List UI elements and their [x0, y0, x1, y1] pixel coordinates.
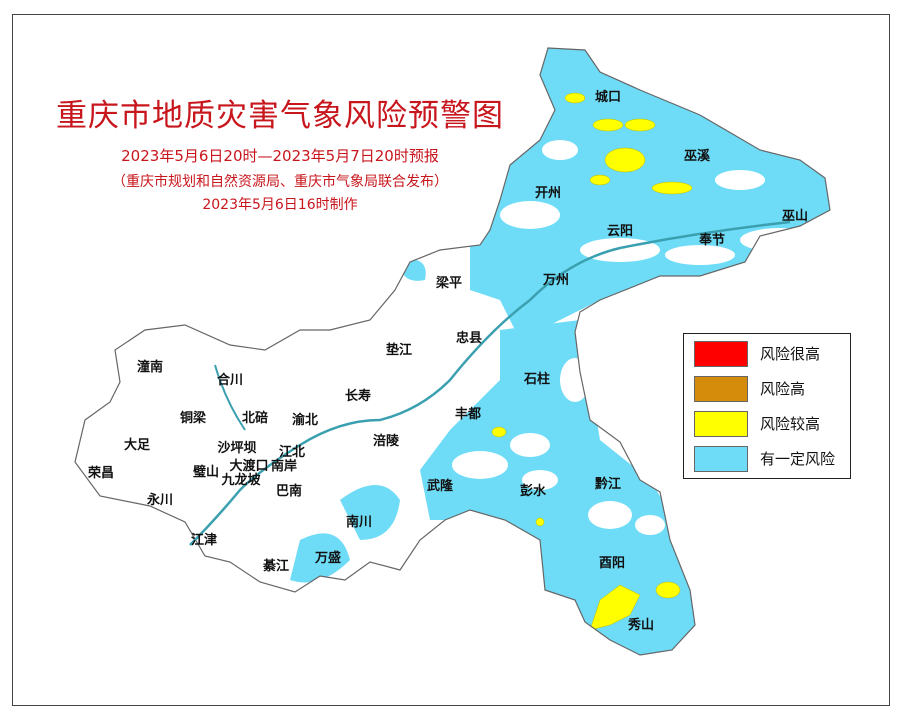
district-label: 北碚 — [242, 410, 268, 426]
district-label: 云阳 — [607, 224, 633, 239]
legend-item-relatively-high: 风险较高 — [694, 410, 820, 437]
made-time: 2023年5月6日16时制作 — [202, 197, 358, 213]
district-label: 南岸 — [271, 458, 297, 474]
district-label: 奉节 — [698, 232, 725, 248]
district-label: 开州 — [535, 186, 561, 201]
legend-item-some-risk: 有一定风险 — [694, 445, 835, 472]
district-label: 万盛 — [314, 550, 341, 566]
district-label: 城口 — [595, 89, 621, 105]
district-label: 垫江 — [386, 342, 412, 358]
legend-item-very-high: 风险很高 — [694, 340, 820, 367]
legend: 风险很高 风险高 风险较高 有一定风险 — [683, 333, 851, 479]
district-label: 沙坪坝 — [217, 441, 256, 456]
legend-label: 风险很高 — [760, 345, 821, 363]
district-label: 大足 — [124, 437, 151, 453]
district-label: 永川 — [146, 492, 173, 508]
district-label: 长寿 — [345, 388, 371, 404]
yangtze-river — [189, 220, 791, 546]
district-label: 璧山 — [193, 464, 219, 480]
map-title: 重庆市地质灾害气象风险预警图 — [56, 98, 504, 134]
legend-swatch — [694, 340, 748, 367]
district-label: 涪陵 — [373, 433, 400, 449]
district-labels: 城口 巫溪 开州 云阳 奉节 巫山 梁平 万州 忠县 垫江 石柱 丰都 长寿 涪… — [87, 89, 808, 633]
district-label: 九龙坡 — [220, 472, 261, 488]
issuer: （重庆市规划和自然资源局、重庆市气象局联合发布） — [112, 174, 448, 190]
district-label: 酉阳 — [599, 556, 625, 571]
district-label: 大渡口 — [229, 458, 268, 474]
district-label: 巫山 — [782, 208, 808, 224]
legend-item-high: 风险高 — [694, 375, 805, 402]
legend-swatch — [694, 410, 748, 437]
district-label: 丰都 — [455, 406, 481, 422]
risk-area-relatively-high — [491, 92, 693, 631]
district-label: 铜梁 — [179, 410, 207, 426]
district-label: 武隆 — [427, 478, 454, 494]
legend-swatch — [694, 445, 748, 472]
district-label: 江津 — [191, 532, 217, 548]
district-label: 石柱 — [523, 371, 550, 387]
district-label: 彭水 — [520, 483, 547, 499]
district-label: 潼南 — [137, 359, 163, 375]
district-label: 荣昌 — [87, 465, 114, 481]
district-label: 巴南 — [276, 483, 302, 499]
district-label: 梁平 — [435, 275, 462, 291]
district-label: 合川 — [217, 372, 243, 388]
jialing-river — [214, 364, 246, 431]
forecast-period: 2023年5月6日20时—2023年5月7日20时预报 — [121, 147, 439, 165]
map-frame — [12, 14, 890, 706]
district-label: 忠县 — [456, 330, 482, 346]
district-label: 秀山 — [627, 617, 654, 633]
district-label: 江北 — [279, 444, 305, 460]
legend-label: 有一定风险 — [760, 450, 836, 468]
district-label: 巫溪 — [684, 148, 711, 164]
district-label: 渝北 — [292, 412, 318, 428]
district-label: 万州 — [542, 273, 569, 288]
district-label: 南川 — [346, 514, 372, 530]
legend-label: 风险较高 — [760, 415, 821, 433]
legend-label: 风险高 — [760, 380, 806, 398]
district-label: 黔江 — [595, 476, 621, 492]
legend-swatch — [694, 375, 748, 402]
district-label: 綦江 — [262, 558, 289, 574]
